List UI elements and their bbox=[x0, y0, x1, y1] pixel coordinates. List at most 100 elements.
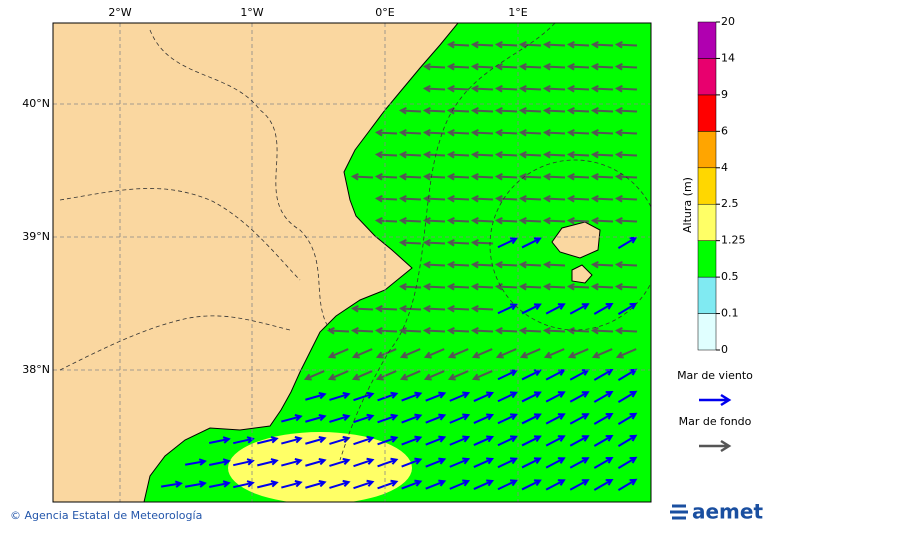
arrow bbox=[305, 457, 327, 467]
arrow bbox=[617, 302, 638, 315]
arrow bbox=[569, 479, 590, 491]
lon-ticks: 2°W 1°W 0°E 1°E bbox=[108, 6, 527, 19]
arrow bbox=[398, 326, 422, 335]
arrow bbox=[614, 260, 638, 269]
arrow bbox=[545, 413, 566, 425]
arrow bbox=[471, 370, 493, 381]
arrow bbox=[160, 480, 183, 488]
arrow bbox=[470, 128, 494, 137]
arrow bbox=[281, 436, 303, 445]
arrow bbox=[545, 479, 566, 491]
arrow bbox=[398, 150, 422, 159]
arrow bbox=[614, 106, 638, 115]
arrow bbox=[326, 326, 350, 335]
arrow bbox=[422, 282, 446, 291]
arrow bbox=[374, 128, 398, 137]
arrow bbox=[545, 303, 566, 315]
arrow bbox=[593, 435, 614, 447]
arrow bbox=[542, 216, 566, 225]
arrow bbox=[518, 194, 542, 203]
arrow bbox=[494, 282, 518, 291]
arrow bbox=[398, 128, 422, 137]
colorbar-label: 0.1 bbox=[721, 307, 739, 320]
arrow bbox=[497, 413, 518, 425]
arrow bbox=[617, 456, 638, 469]
arrow bbox=[521, 479, 542, 491]
arrow bbox=[590, 326, 614, 335]
arrow bbox=[545, 435, 566, 447]
arrow bbox=[497, 457, 518, 469]
arrow bbox=[350, 326, 374, 335]
arrow bbox=[470, 304, 494, 313]
arrow bbox=[353, 391, 375, 402]
arrow bbox=[351, 370, 373, 381]
arrow bbox=[449, 413, 471, 424]
legend: Mar de viento Mar de fondo bbox=[677, 369, 753, 453]
arrow bbox=[446, 216, 470, 225]
arrow bbox=[377, 391, 399, 402]
arrow bbox=[494, 194, 518, 203]
arrow bbox=[494, 150, 518, 159]
arrow bbox=[209, 436, 231, 444]
legend-arrow bbox=[699, 439, 732, 453]
arrow bbox=[590, 194, 614, 203]
arrow bbox=[470, 194, 494, 203]
arrow bbox=[281, 414, 303, 423]
arrow bbox=[470, 150, 494, 159]
arrow bbox=[566, 150, 590, 159]
arrow bbox=[590, 172, 614, 181]
arrow bbox=[521, 237, 542, 249]
arrow bbox=[542, 150, 566, 159]
arrow bbox=[305, 435, 327, 445]
arrow bbox=[398, 282, 422, 291]
arrow bbox=[374, 216, 398, 225]
arrow bbox=[617, 390, 638, 403]
arrow bbox=[569, 435, 590, 447]
colorbar-segment bbox=[697, 167, 717, 205]
arrow bbox=[518, 260, 542, 269]
colorbar-title: Altura (m) bbox=[681, 177, 694, 233]
arrow bbox=[566, 216, 590, 225]
arrow bbox=[303, 370, 325, 381]
arrow bbox=[614, 282, 638, 291]
arrow bbox=[617, 478, 638, 491]
credit: © Agencia Estatal de Meteorología bbox=[10, 509, 202, 522]
arrow bbox=[350, 172, 374, 181]
arrow bbox=[374, 326, 398, 335]
arrow bbox=[590, 40, 614, 49]
lon-label: 1°W bbox=[240, 6, 263, 19]
lon-label: 1°E bbox=[508, 6, 527, 19]
arrow bbox=[329, 479, 351, 489]
arrow bbox=[351, 348, 373, 359]
arrow bbox=[614, 150, 638, 159]
arrow bbox=[614, 128, 638, 137]
arrow bbox=[542, 106, 566, 115]
arrow bbox=[518, 84, 542, 93]
arrow bbox=[542, 172, 566, 181]
arrow bbox=[447, 370, 469, 381]
island bbox=[571, 264, 593, 284]
arrow bbox=[470, 62, 494, 71]
arrow bbox=[470, 84, 494, 93]
arrow bbox=[519, 348, 541, 359]
arrow bbox=[617, 434, 638, 447]
arrow bbox=[327, 348, 349, 359]
colorbar-segment bbox=[697, 203, 717, 241]
arrow bbox=[542, 84, 566, 93]
lat-label: 40°N bbox=[22, 97, 50, 110]
arrow bbox=[566, 106, 590, 115]
arrow bbox=[422, 216, 446, 225]
arrow bbox=[566, 172, 590, 181]
arrow bbox=[422, 238, 446, 247]
arrow bbox=[614, 194, 638, 203]
arrow bbox=[422, 260, 446, 269]
arrow bbox=[449, 479, 471, 490]
arrow bbox=[422, 304, 446, 313]
arrow bbox=[518, 150, 542, 159]
arrow bbox=[425, 391, 447, 402]
arrow bbox=[377, 413, 399, 424]
arrow bbox=[567, 348, 589, 359]
colorbar-segment bbox=[697, 94, 717, 132]
colorbar-label: 0.5 bbox=[721, 270, 739, 283]
arrow bbox=[425, 435, 447, 446]
